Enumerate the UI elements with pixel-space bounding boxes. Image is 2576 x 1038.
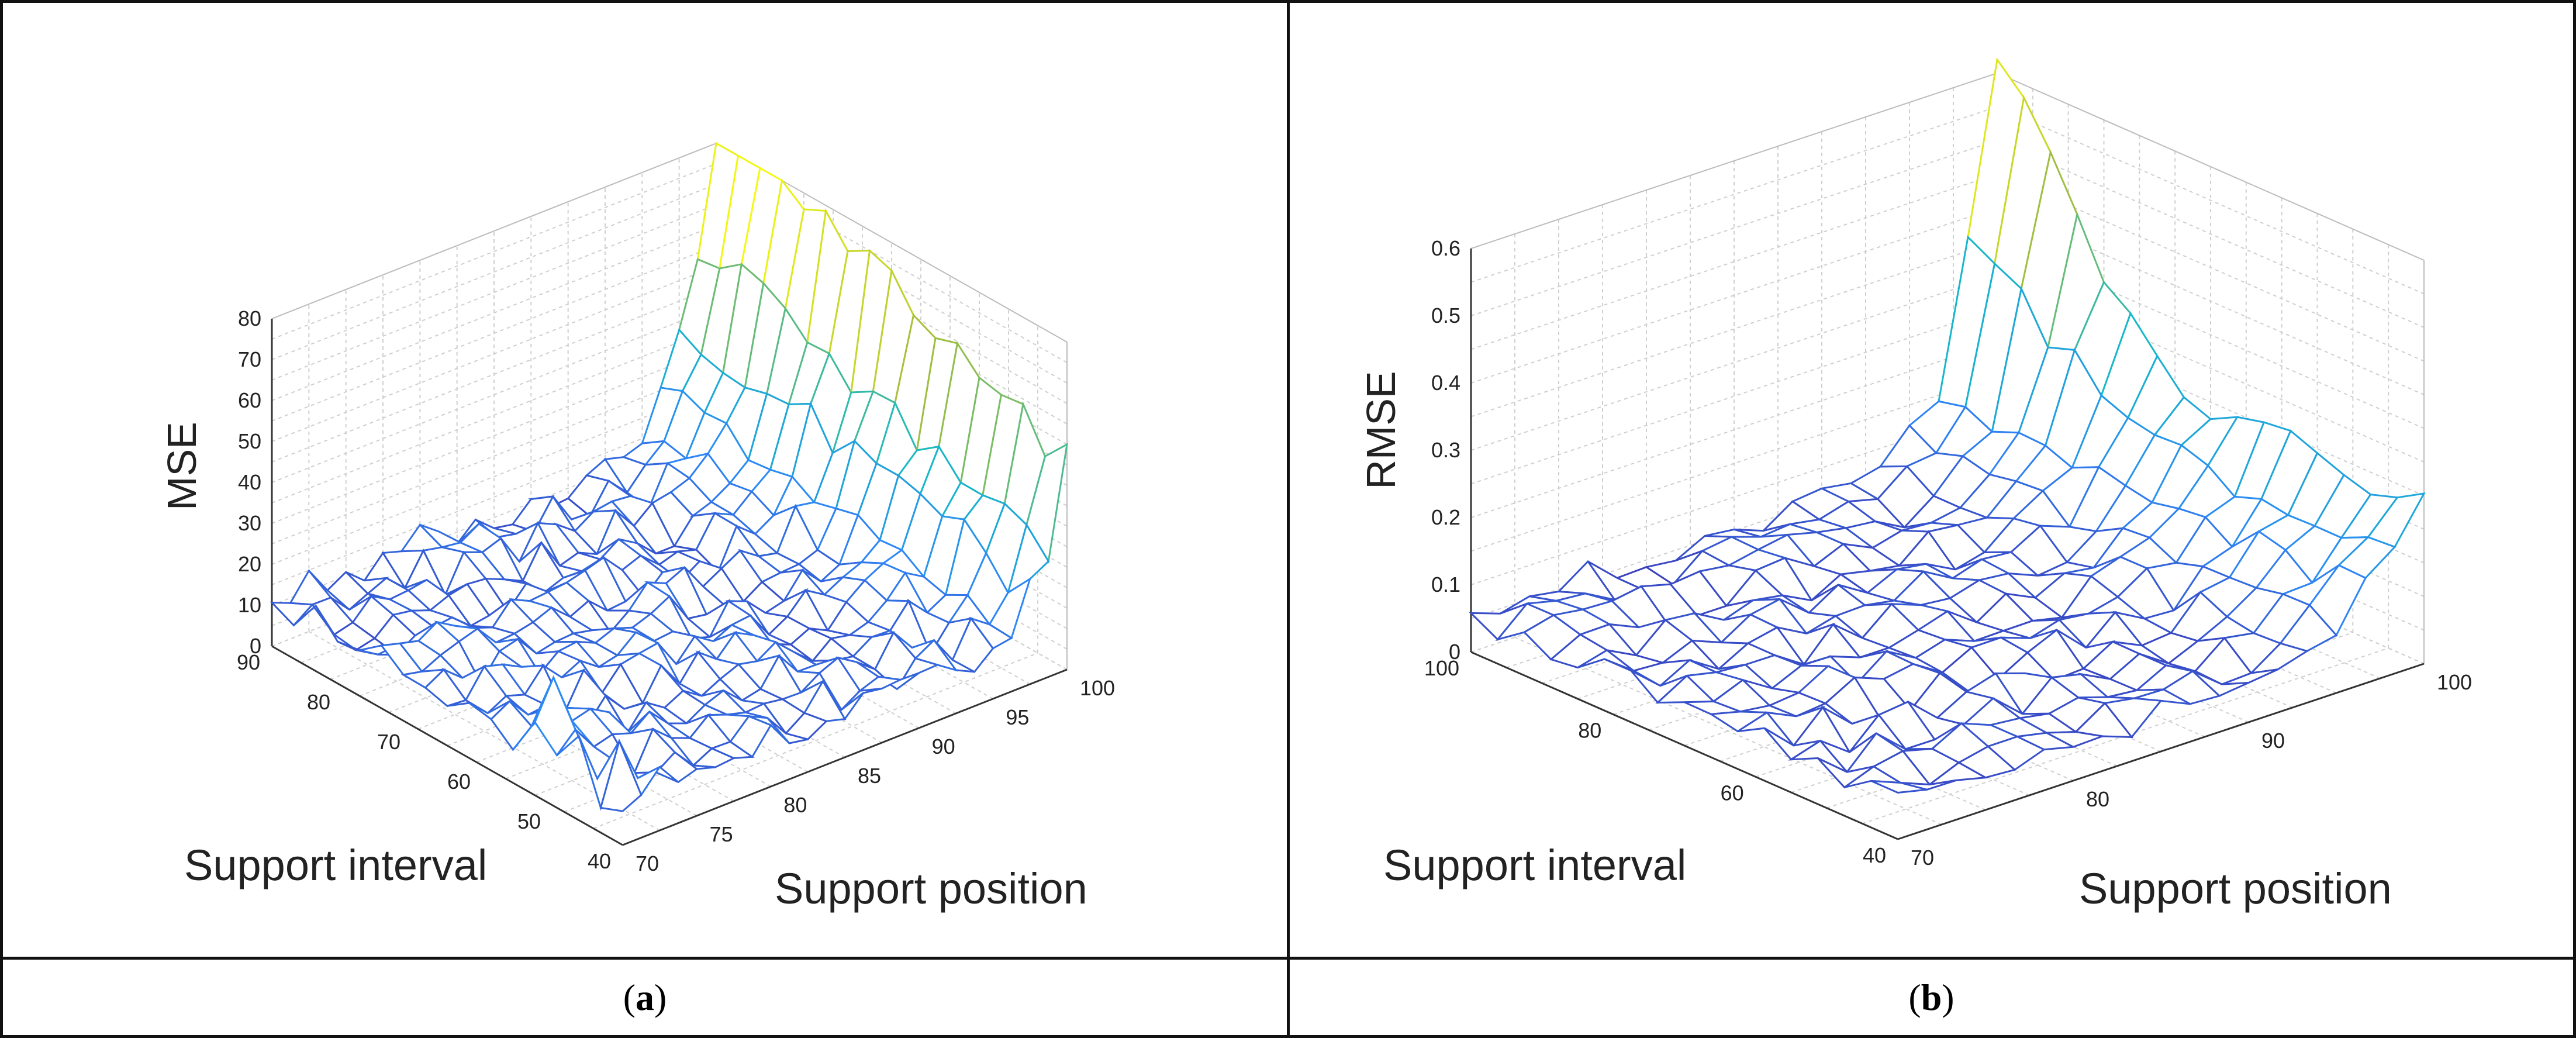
surface-patch [1870,780,1928,794]
z-tick-label: 30 [238,511,261,535]
y-axis-line [1470,651,1898,840]
floor-grid-line [1862,647,2389,825]
z-axis-label: MSE [159,422,205,511]
x-tick-label: 70 [636,851,659,875]
caption-b-letter: b [1921,977,1942,1018]
y-tick-label: 50 [517,809,541,833]
z-tick-label: 0.5 [1431,304,1460,327]
chart-a-svg: 0 10 20 30 40 50 60 70 80 40 50 60 70 80 90 70 75 80 85 90 9… [159,142,1115,913]
caption-b: (b) [1287,957,2576,1038]
z-tick-label: 10 [238,593,261,617]
x-tick-label: 80 [2086,787,2109,811]
z-tick-label: 0.1 [1431,573,1460,596]
y-tick-label: 80 [1578,719,1601,743]
panel-a: 0 10 20 30 40 50 60 70 80 40 50 60 70 80 90 70 75 80 85 90 9… [0,0,1290,960]
floor-grid-line [1514,637,1942,825]
y-tick-label: 60 [447,770,471,794]
x-tick-label: 75 [710,822,733,846]
surface-patch [599,738,643,812]
x-tick-label: 95 [1006,705,1029,729]
z-tick-label: 0.2 [1431,505,1460,529]
y-axis-line [271,645,623,846]
x-tick-label: 100 [1080,676,1115,700]
y-tick-label: 60 [1721,781,1744,805]
z-tick-label: 0.6 [1431,236,1460,260]
z-tick-label: 80 [238,306,261,330]
y-tick-label: 40 [588,849,611,873]
y-tick-label: 80 [307,690,330,714]
x-tick-label: 100 [2437,670,2472,694]
x-tick-label: 90 [932,734,955,758]
wall-z-grid-line [1470,72,2425,261]
y-tick-label: 70 [377,730,400,754]
z-tick-label: 0 [1449,640,1460,664]
x-tick-label: 80 [783,793,807,817]
floor-grid-line [593,652,1038,829]
axes-frame-edge [271,143,717,319]
x-axis-label: Support position [775,864,1087,913]
z-tick-label: 40 [238,470,261,494]
y-tick-label: 100 [1424,656,1459,680]
y-tick-label: 90 [237,650,260,674]
y-axis-label: Support interval [1383,841,1686,889]
chart-b-svg: 0 0.1 0.2 0.3 0.4 0.5 0.6 40 60 80 100 70 80 90 100 RMS… [1358,57,2472,913]
x-tick-label: 85 [858,764,881,788]
z-tick-label: 0.3 [1431,438,1460,462]
wall-z-grid-line [1470,173,2425,362]
z-tick-label: 0 [250,634,261,658]
z-axis-label: RMSE [1358,371,1404,489]
axes-frame-edge [1470,73,1998,249]
caption-a-letter: a [636,977,654,1018]
z-tick-label: 50 [238,429,261,453]
z-tick-label: 0.4 [1431,371,1460,395]
axes-frame-edge [1997,73,2425,261]
x-tick-label: 90 [2261,729,2285,753]
z-tick-label: 60 [238,388,261,412]
y-tick-label: 40 [1863,843,1886,867]
x-axis-line [1897,663,2425,840]
wall-z-grid-line [1470,139,2425,328]
z-tick-label: 20 [238,552,261,576]
caption-a: (a) [0,957,1290,1038]
panel-b: 0 0.1 0.2 0.3 0.4 0.5 0.6 40 60 80 100 70 80 90 100 RMS… [1287,0,2576,960]
z-tick-label: 70 [238,347,261,371]
y-axis-label: Support interval [184,841,487,889]
x-axis-label: Support position [2079,864,2392,913]
x-axis-line [622,668,1068,846]
x-tick-label: 70 [1911,846,1934,870]
